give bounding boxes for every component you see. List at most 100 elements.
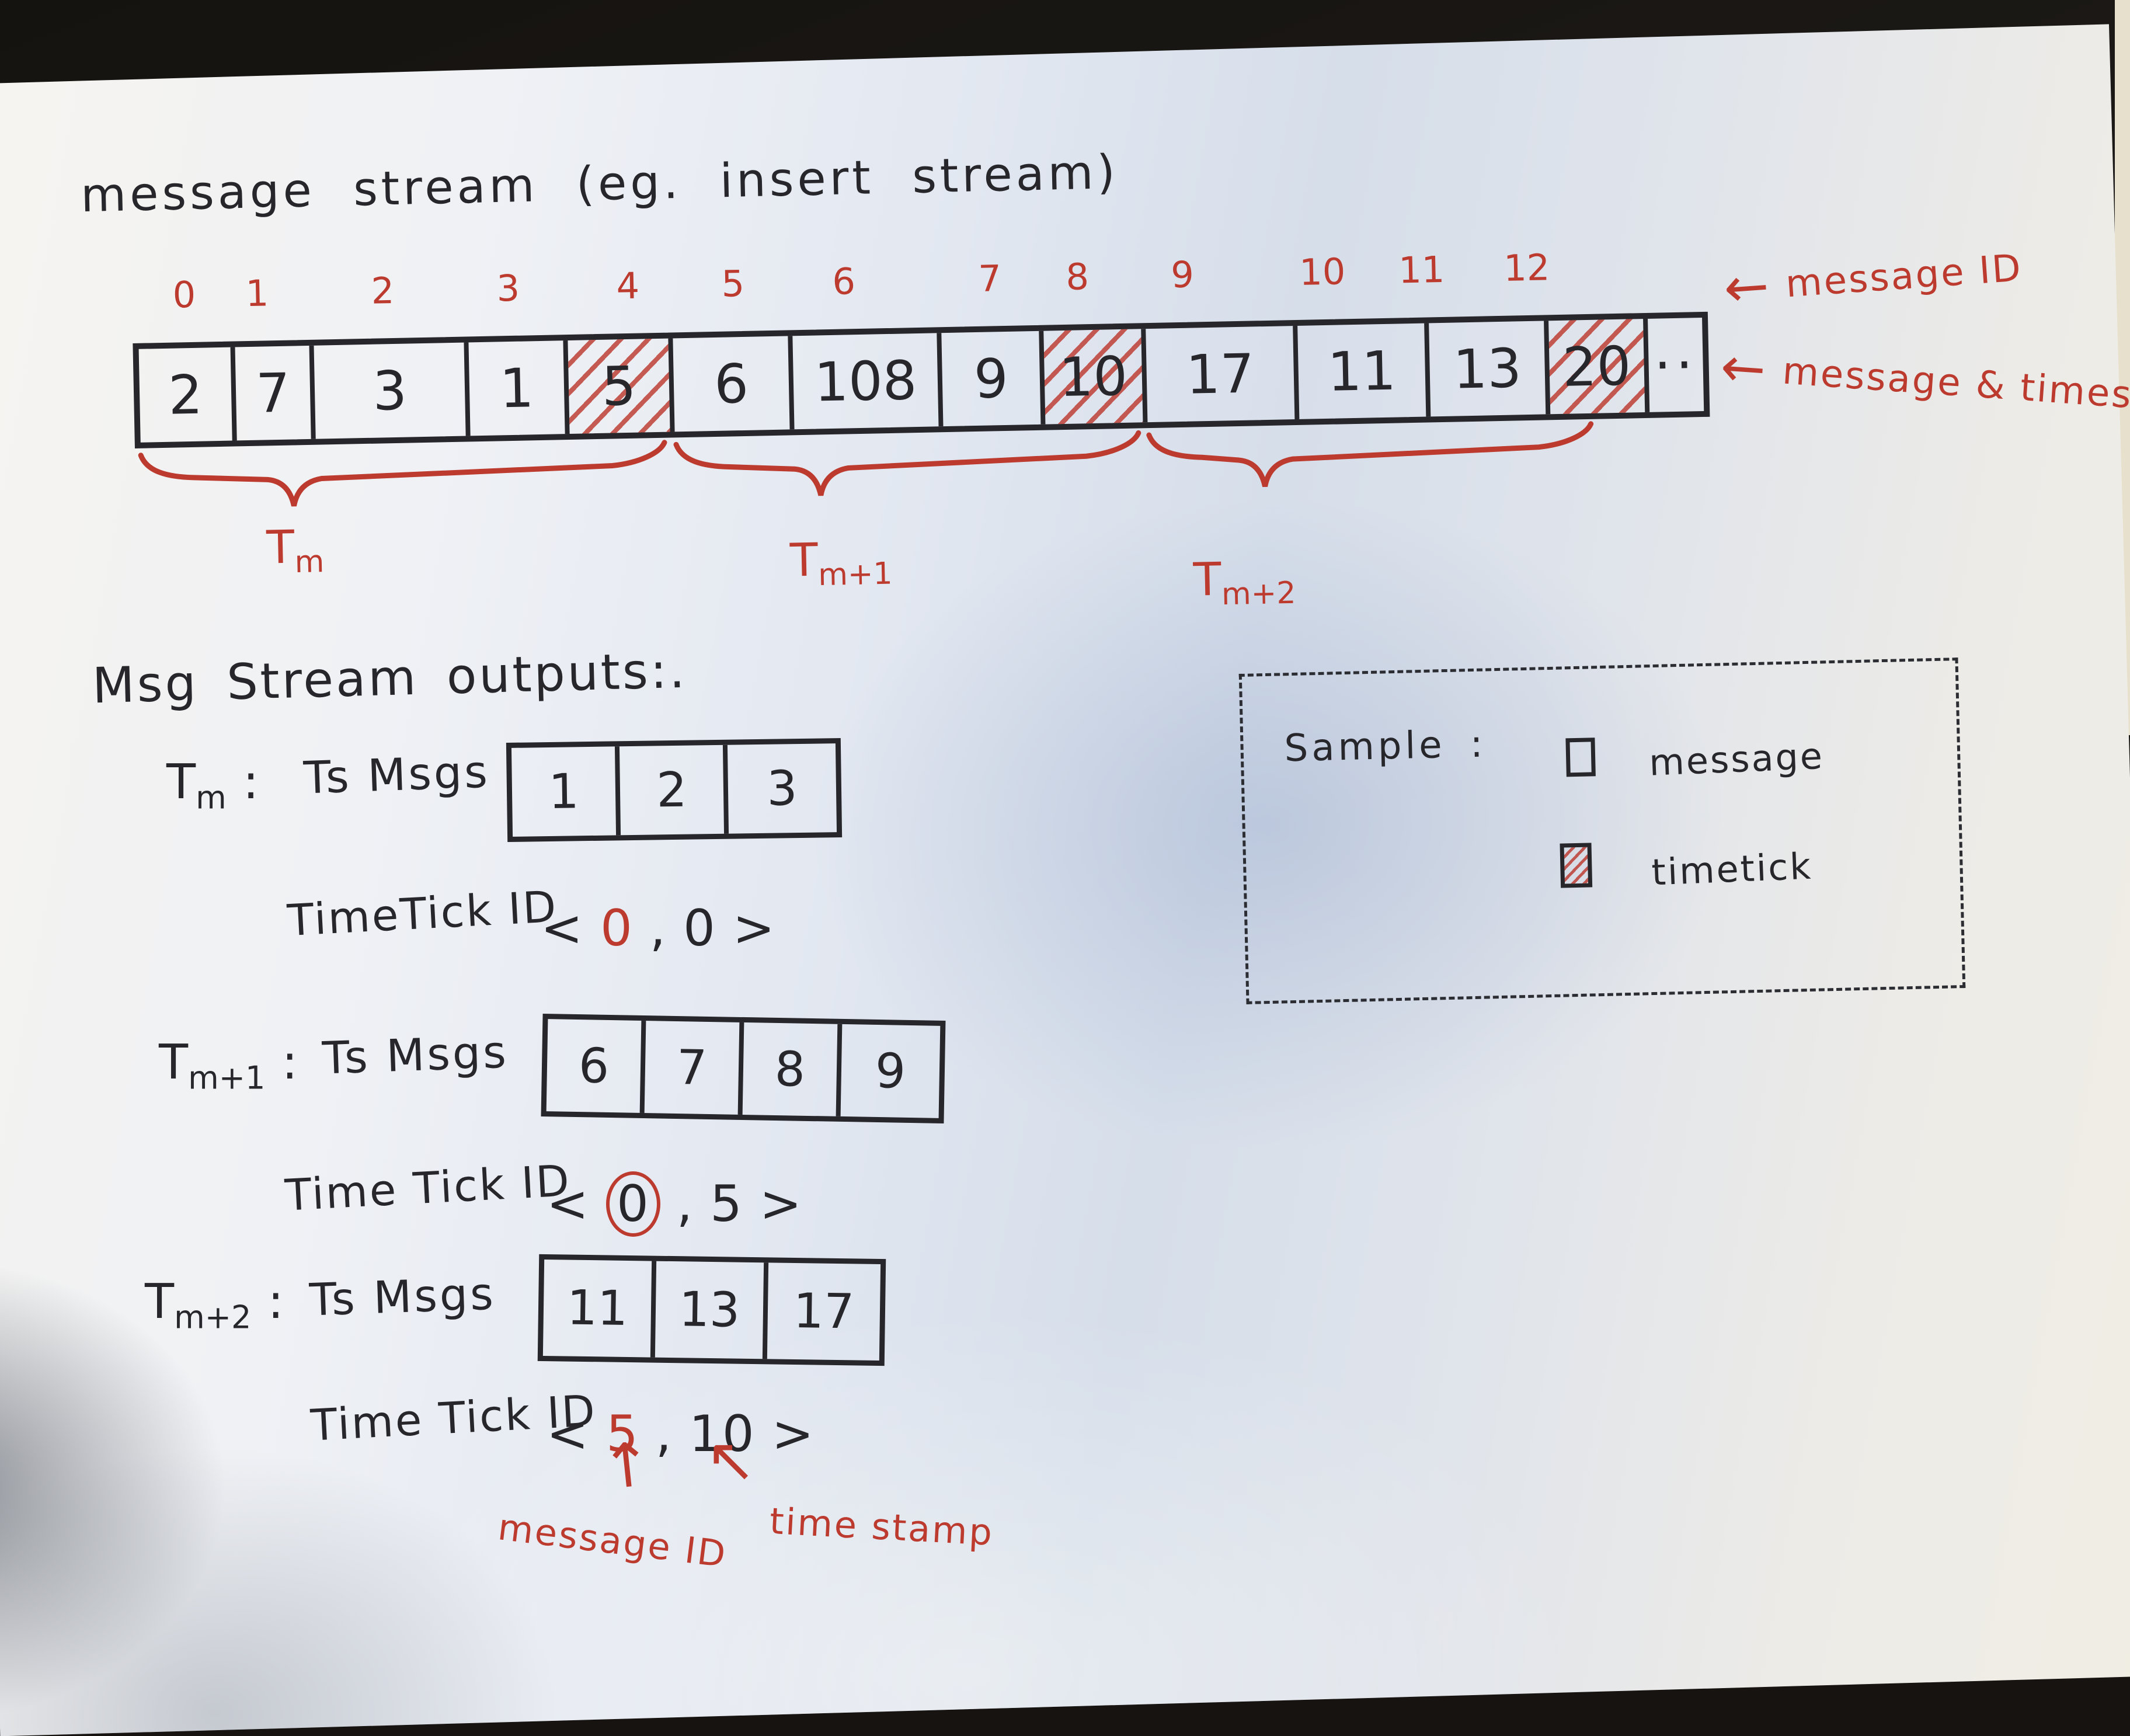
- tick-close: >: [772, 1405, 815, 1463]
- pointer-timestamp-label: time stamp: [768, 1500, 994, 1554]
- page-title: message stream (eg. insert stream): [80, 145, 1119, 222]
- output-msg-cell: 6: [547, 1019, 646, 1113]
- stream-cell-timetick: 5: [568, 338, 674, 434]
- note-text: message ID: [1784, 246, 2024, 306]
- segment-brace: [1149, 424, 1592, 489]
- stream-index-3: 3: [496, 267, 520, 310]
- output-msg-cell: 8: [743, 1022, 843, 1116]
- stream-cell-timetick: 10: [1043, 329, 1147, 424]
- output-msg-cell: 9: [841, 1024, 941, 1118]
- stream-index-11: 11: [1398, 248, 1445, 292]
- output-msg-cell: 7: [645, 1021, 744, 1115]
- stream-cell: 7: [235, 346, 316, 441]
- row-tm1-tick-label: Time Tick ID: [284, 1156, 572, 1221]
- stream-cell: 11: [1297, 323, 1431, 419]
- row-label-base: T: [159, 1035, 188, 1090]
- segment-label-tm2: Tm+2: [1193, 552, 1296, 613]
- segment-brace: [676, 433, 1140, 498]
- legend-message-label: message: [1648, 735, 1825, 784]
- segment-label-sub: m: [294, 544, 325, 580]
- row-tm-field: Ts Msgs: [303, 745, 491, 803]
- tick-close: >: [760, 1175, 803, 1233]
- note-message-timestamp: ← message & timestamp: [1719, 345, 2130, 425]
- row-label-colon: :: [281, 1035, 298, 1090]
- row-label-sub: m: [196, 779, 227, 816]
- segment-label-sub: m+2: [1221, 576, 1296, 613]
- segment-label-base: T: [266, 521, 295, 575]
- left-arrow-icon: ←: [1722, 265, 1772, 311]
- stream-index-12: 12: [1503, 246, 1550, 290]
- stream-cell: 13: [1429, 321, 1550, 416]
- output-msg-cell: 3: [728, 743, 837, 834]
- stream-cell: 9: [941, 331, 1045, 426]
- tick-timestamp: 0: [683, 899, 716, 958]
- tick-timestamp: 5: [710, 1175, 743, 1233]
- stream-index-0: 0: [172, 273, 196, 316]
- note-text: message & timestamp: [1781, 350, 2130, 425]
- tick-comma: ,: [656, 1405, 673, 1463]
- tick-message-id: 0: [606, 1171, 660, 1237]
- row-label-sub: m+2: [174, 1299, 251, 1335]
- stream-cell: 17: [1146, 326, 1299, 422]
- row-tm1-field: Ts Msgs: [322, 1025, 510, 1084]
- row-label-colon: :: [243, 754, 259, 810]
- stream-index-1: 1: [245, 272, 269, 315]
- message-box-icon: [1565, 737, 1595, 777]
- stream-cell: 1: [468, 340, 569, 436]
- output-msg-cell: 11: [543, 1260, 656, 1358]
- row-label-sub: m+1: [188, 1059, 265, 1096]
- segment-label-base: T: [1193, 554, 1221, 607]
- row-tm2-label: Tm+2:: [145, 1274, 284, 1335]
- tick-open: <: [547, 1405, 590, 1463]
- row-tm2-tick-value: <5,10>: [538, 1405, 823, 1463]
- segment-label-tm1: Tm+1: [789, 533, 893, 593]
- row-tm2-field: Ts Msgs: [309, 1267, 497, 1326]
- note-message-id: ← message ID: [1722, 246, 2024, 311]
- stream-index-5: 5: [721, 262, 745, 305]
- tick-message-id: 0: [600, 899, 634, 958]
- output-msg-cell: 17: [767, 1262, 880, 1361]
- segment-label-base: T: [789, 534, 818, 587]
- segment-label-sub: m+1: [818, 556, 893, 593]
- row-tm-label: Tm:: [166, 754, 259, 816]
- stream-cell: 6: [673, 336, 794, 432]
- stream-index-6: 6: [832, 260, 856, 303]
- stream-cell: 3: [314, 342, 471, 439]
- row-label-base: T: [166, 754, 196, 810]
- stream-index-4: 4: [616, 265, 640, 308]
- output-msg-cell: 2: [619, 745, 729, 836]
- stream-cell: 2: [139, 347, 237, 442]
- output-msg-cell: 1: [511, 746, 621, 837]
- segment-brace: [141, 443, 666, 509]
- stream-index-2: 2: [371, 269, 395, 312]
- stream-index-7: 7: [978, 257, 1002, 300]
- timetick-box-icon: [1560, 843, 1592, 888]
- row-tm-tick-value: <0,0>: [532, 899, 784, 958]
- stream-index-9: 9: [1171, 253, 1195, 296]
- pointer-message-id-label: message ID: [496, 1505, 729, 1576]
- stream-index-10: 10: [1299, 250, 1346, 294]
- tick-comma: ,: [677, 1175, 694, 1233]
- up-arrow-icon: ↑: [598, 1433, 656, 1499]
- row-tm1-label: Tm+1:: [159, 1035, 298, 1096]
- up-left-arrow-icon: ↖: [705, 1429, 756, 1490]
- stream-cell: ··: [1648, 318, 1704, 412]
- stream-cell-timetick: 20: [1548, 319, 1649, 414]
- row-label-colon: :: [267, 1274, 284, 1330]
- left-arrow-icon: ←: [1720, 345, 1769, 391]
- stream-index-8: 8: [1066, 255, 1090, 298]
- tick-close: >: [733, 899, 776, 958]
- output-msg-cell: 13: [655, 1261, 768, 1359]
- row-tm1-tick-value: <0,5>: [538, 1175, 811, 1233]
- row-label-base: T: [145, 1274, 174, 1330]
- legend-timetick-label: timetick: [1651, 844, 1813, 893]
- legend-box: Sample : message timetick: [1239, 657, 1966, 1004]
- tick-open: <: [541, 899, 584, 958]
- tick-open: <: [547, 1175, 590, 1233]
- row-tm-tick-label: TimeTick ID: [286, 882, 559, 946]
